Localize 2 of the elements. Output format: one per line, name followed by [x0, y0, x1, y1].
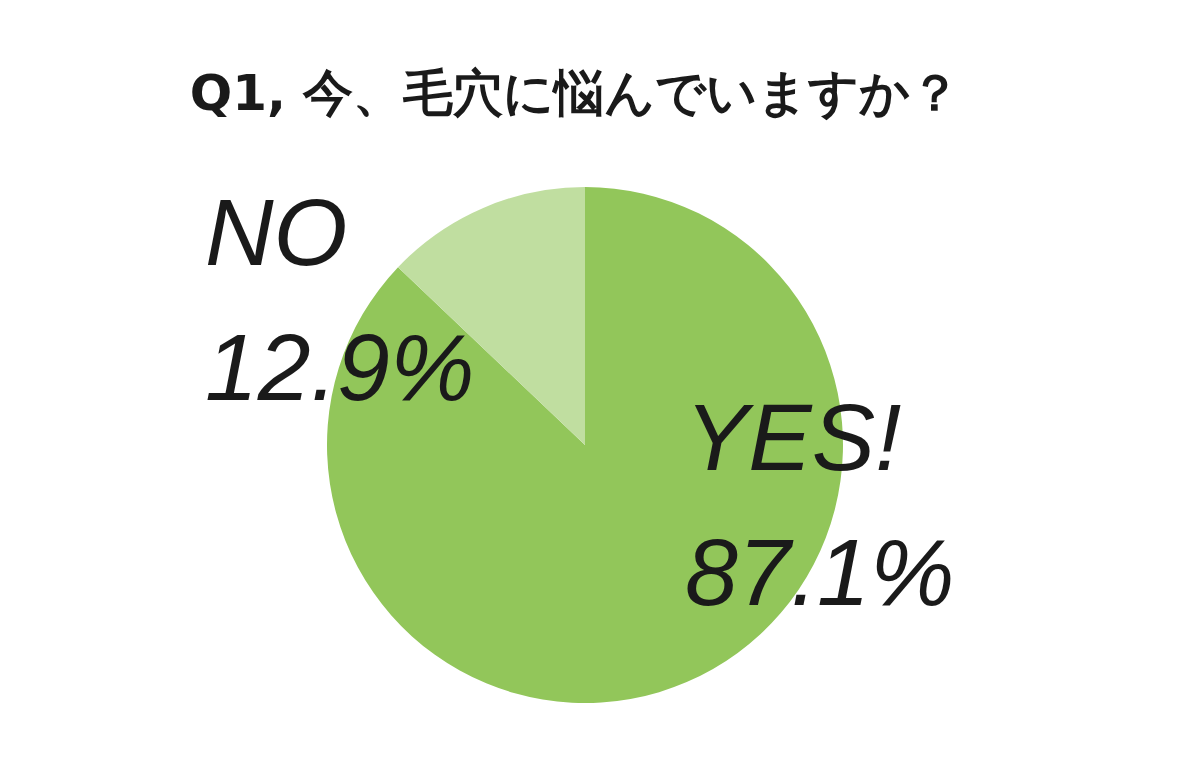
slice-label: NO: [205, 179, 348, 285]
chart-title: Q1, 今、毛穴に悩んでいますか？: [189, 64, 961, 122]
